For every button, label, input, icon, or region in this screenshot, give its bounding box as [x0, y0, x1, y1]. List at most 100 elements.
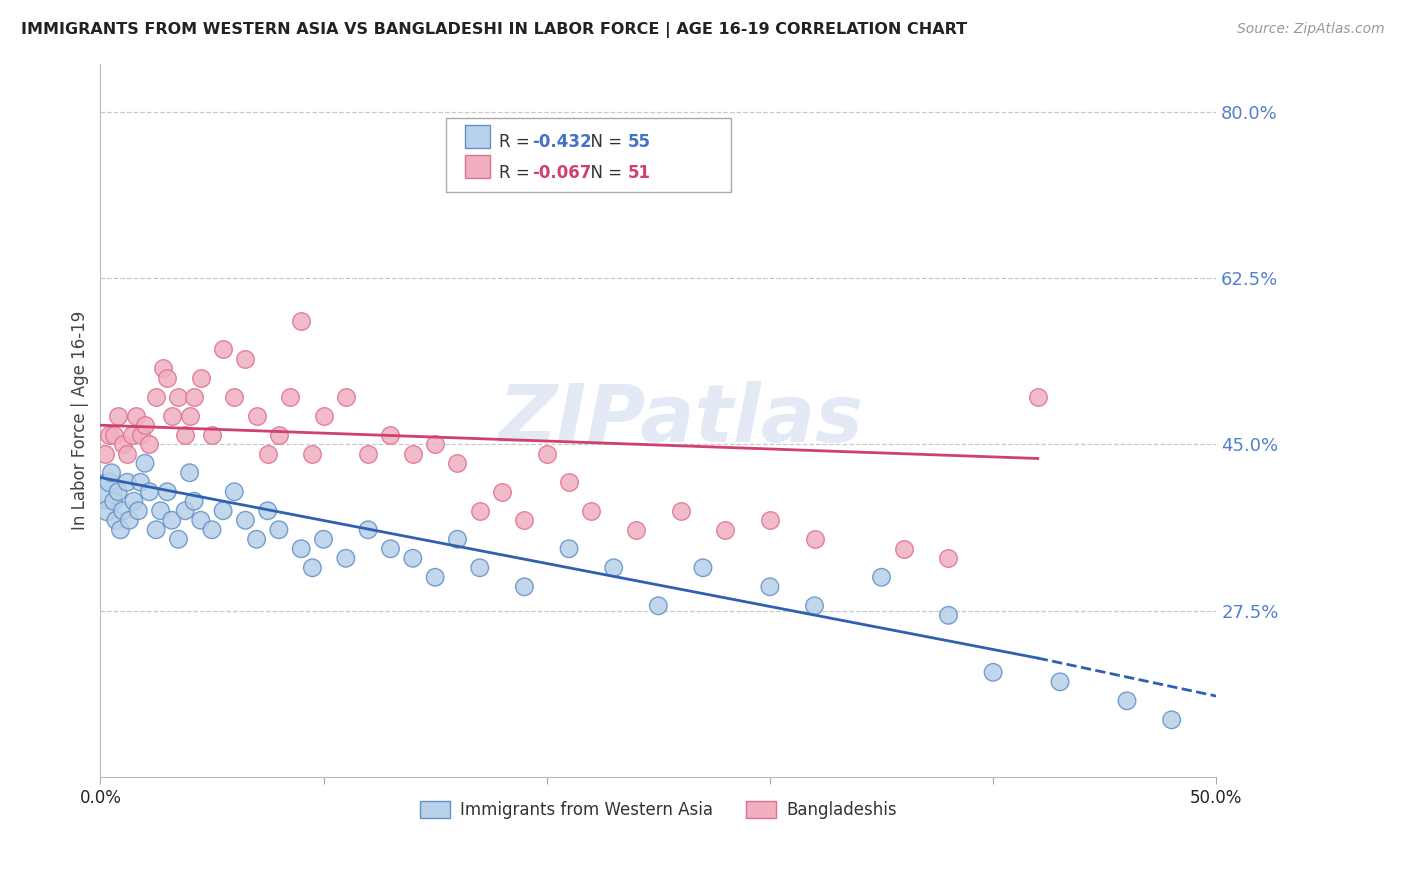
Point	[167, 390, 190, 404]
Point	[201, 523, 224, 537]
Point	[558, 541, 581, 556]
Point	[468, 561, 491, 575]
Point	[149, 504, 172, 518]
Point	[100, 466, 122, 480]
Point	[107, 409, 129, 423]
Point	[446, 456, 468, 470]
Point	[245, 533, 267, 547]
Point	[111, 437, 134, 451]
Point	[669, 504, 692, 518]
Y-axis label: In Labor Force | Age 16-19: In Labor Force | Age 16-19	[72, 310, 89, 530]
Point	[938, 608, 960, 623]
Point	[138, 437, 160, 451]
Point	[98, 427, 121, 442]
Point	[134, 456, 156, 470]
Point	[402, 551, 425, 566]
Point	[201, 427, 224, 442]
Point	[1160, 713, 1182, 727]
Point	[491, 484, 513, 499]
Legend: Immigrants from Western Asia, Bangladeshis: Immigrants from Western Asia, Bangladesh…	[413, 794, 904, 826]
Text: -0.432: -0.432	[533, 134, 592, 152]
Point	[290, 313, 312, 327]
Point	[1116, 694, 1139, 708]
Text: 55: 55	[628, 134, 651, 152]
Point	[402, 447, 425, 461]
Point	[212, 342, 235, 356]
Point	[256, 504, 278, 518]
Point	[278, 390, 301, 404]
Point	[118, 513, 141, 527]
Point	[138, 484, 160, 499]
Point	[183, 494, 205, 508]
Point	[152, 361, 174, 376]
Point	[446, 533, 468, 547]
Point	[94, 447, 117, 461]
Bar	[465, 125, 489, 148]
Point	[94, 484, 117, 499]
Point	[121, 427, 143, 442]
Point	[1049, 674, 1071, 689]
Text: R =: R =	[499, 134, 534, 152]
Point	[938, 551, 960, 566]
Point	[134, 418, 156, 433]
Point	[129, 427, 152, 442]
Point	[380, 427, 402, 442]
Point	[183, 390, 205, 404]
Point	[803, 599, 825, 613]
Text: -0.067: -0.067	[533, 164, 592, 182]
Point	[647, 599, 669, 613]
Point	[312, 409, 335, 423]
Point	[122, 494, 145, 508]
Point	[115, 447, 138, 461]
Point	[335, 390, 357, 404]
Point	[224, 484, 246, 499]
Point	[127, 504, 149, 518]
Point	[312, 533, 335, 547]
Bar	[465, 154, 489, 178]
Point	[981, 665, 1004, 680]
Point	[224, 390, 246, 404]
Point	[145, 390, 167, 404]
Point	[190, 513, 212, 527]
Point	[692, 561, 714, 575]
Point	[156, 370, 179, 384]
Point	[179, 409, 201, 423]
Text: N =: N =	[581, 164, 627, 182]
Point	[145, 523, 167, 537]
FancyBboxPatch shape	[446, 118, 731, 193]
Point	[357, 447, 380, 461]
Point	[335, 551, 357, 566]
Point	[103, 427, 125, 442]
Point	[174, 427, 197, 442]
Point	[423, 570, 446, 584]
Point	[380, 541, 402, 556]
Text: 51: 51	[628, 164, 651, 182]
Text: R =: R =	[499, 164, 534, 182]
Point	[423, 437, 446, 451]
Point	[174, 504, 197, 518]
Point	[103, 494, 125, 508]
Point	[602, 561, 624, 575]
Point	[156, 484, 179, 499]
Point	[803, 533, 825, 547]
Point	[759, 580, 782, 594]
Point	[468, 504, 491, 518]
Point	[245, 409, 267, 423]
Point	[714, 523, 737, 537]
Point	[125, 409, 148, 423]
Point	[179, 466, 201, 480]
Point	[167, 533, 190, 547]
Point	[1026, 390, 1049, 404]
Point	[357, 523, 380, 537]
Point	[893, 541, 915, 556]
Point	[267, 523, 290, 537]
Point	[107, 484, 129, 499]
Point	[301, 561, 323, 575]
Point	[301, 447, 323, 461]
Point	[235, 513, 257, 527]
Point	[870, 570, 893, 584]
Point	[115, 475, 138, 490]
Point	[96, 504, 118, 518]
Point	[160, 513, 183, 527]
Point	[235, 351, 257, 366]
